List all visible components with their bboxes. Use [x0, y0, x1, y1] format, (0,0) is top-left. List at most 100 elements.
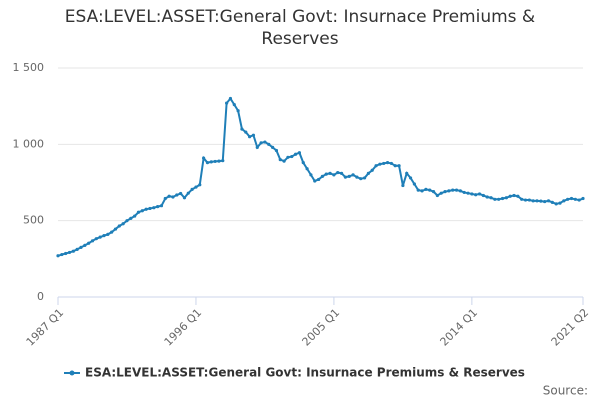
- point: [362, 176, 367, 180]
- point: [87, 241, 91, 245]
- point: [451, 188, 455, 192]
- point: [500, 196, 505, 201]
- point: [316, 177, 321, 182]
- point: [401, 183, 405, 188]
- point: [148, 206, 152, 211]
- point: [313, 179, 317, 183]
- point: [370, 168, 374, 172]
- point: [255, 145, 259, 149]
- point: [581, 196, 585, 201]
- point: [531, 199, 535, 203]
- point: [359, 177, 363, 181]
- point: [194, 185, 198, 189]
- point: [270, 145, 275, 149]
- point: [290, 154, 294, 159]
- point: [558, 201, 562, 205]
- point: [305, 167, 309, 171]
- point: [274, 148, 279, 153]
- point: [508, 194, 512, 198]
- point: [481, 193, 485, 198]
- point: [393, 164, 397, 168]
- point: [71, 249, 75, 253]
- point: [236, 109, 240, 113]
- point: [263, 140, 267, 144]
- point: [462, 190, 466, 195]
- point: [198, 183, 202, 187]
- point: [102, 234, 106, 238]
- point: [466, 191, 470, 195]
- x-tick-label: 2014 Q1: [438, 306, 481, 349]
- point: [504, 196, 508, 200]
- point: [543, 199, 547, 204]
- point: [309, 173, 313, 177]
- point: [182, 196, 187, 200]
- point: [190, 187, 194, 191]
- point: [439, 191, 443, 195]
- point: [133, 214, 137, 218]
- point: [454, 188, 459, 192]
- point: [209, 160, 213, 164]
- point: [98, 235, 102, 239]
- point: [385, 161, 390, 165]
- point: [408, 176, 413, 180]
- point: [125, 219, 129, 223]
- point: [259, 141, 263, 145]
- point: [60, 252, 64, 257]
- point: [244, 130, 248, 134]
- point: [428, 188, 432, 192]
- point: [64, 251, 68, 256]
- point: [546, 199, 551, 203]
- point: [152, 206, 156, 210]
- point: [374, 164, 378, 168]
- point: [443, 190, 447, 194]
- point: [420, 189, 424, 193]
- source: Source:: [543, 384, 588, 398]
- point: [516, 194, 520, 198]
- point: [569, 196, 574, 201]
- point: [550, 200, 554, 204]
- chart-title: ESA:LEVEL:ASSET:General Govt: Insurnace …: [64, 7, 536, 49]
- point: [248, 135, 252, 139]
- point: [336, 170, 340, 175]
- point: [527, 198, 531, 202]
- point: [470, 192, 474, 196]
- point: [458, 189, 462, 193]
- point: [343, 175, 348, 179]
- point: [512, 193, 516, 198]
- point: [167, 194, 171, 198]
- point: [435, 193, 439, 198]
- point: [232, 103, 236, 107]
- point: [171, 195, 175, 199]
- point: [213, 159, 217, 164]
- point: [202, 156, 206, 160]
- point: [431, 190, 436, 194]
- point: [328, 171, 332, 175]
- point: [382, 161, 386, 166]
- x-tick-label: 2005 Q1: [300, 306, 343, 349]
- point: [56, 254, 60, 258]
- point: [240, 127, 244, 131]
- point: [144, 207, 148, 211]
- point: [179, 191, 183, 196]
- point: [94, 237, 98, 241]
- point: [347, 174, 351, 178]
- point: [121, 222, 125, 226]
- x-tick-label: 1987 Q1: [24, 306, 67, 349]
- point: [175, 193, 179, 197]
- point: [424, 187, 428, 191]
- point: [339, 171, 344, 175]
- point: [117, 224, 121, 228]
- point: [159, 204, 164, 208]
- point: [324, 172, 328, 176]
- point: [535, 199, 539, 203]
- point: [278, 158, 282, 162]
- series-line: [57, 96, 584, 257]
- point: [136, 210, 141, 214]
- x-tick-label: 2021 Q2: [549, 306, 592, 349]
- y-tick-label: 1 000: [13, 137, 45, 150]
- point: [67, 250, 72, 255]
- point: [297, 151, 302, 155]
- point: [163, 196, 167, 201]
